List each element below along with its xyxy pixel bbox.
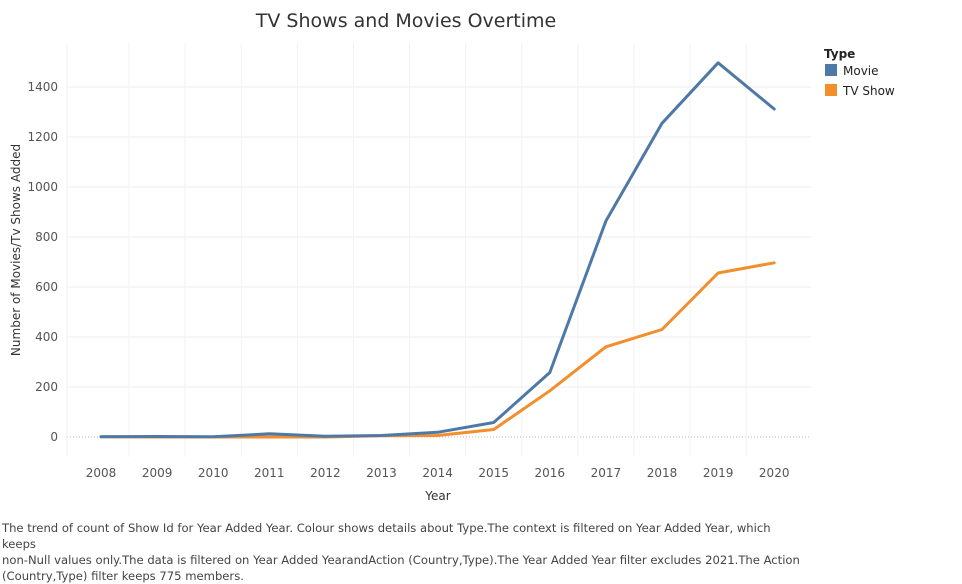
x-axis-title: Year	[424, 489, 450, 503]
x-tick-label: 2011	[254, 466, 285, 480]
caption-line-2: non-Null values only.The data is filtere…	[2, 553, 800, 567]
series-line-tv-show	[99, 261, 776, 439]
x-tick-label: 2015	[478, 466, 509, 480]
y-tick-label: 1400	[27, 80, 58, 94]
x-tick-label: 2008	[86, 466, 117, 480]
gridlines	[66, 43, 811, 457]
y-axis-ticks: 0 200 400 600 800 1000 1200 1400	[27, 80, 58, 444]
caption-line-3: (Country,Type) filter keeps 775 members.	[2, 569, 244, 583]
caption-line-1: The trend of count of Show Id for Year A…	[2, 521, 771, 551]
chart-title: TV Shows and Movies Overtime	[255, 10, 556, 32]
series-lines	[99, 61, 776, 439]
y-tick-label: 1000	[27, 180, 58, 194]
legend-label-movie: Movie	[843, 64, 879, 78]
legend-title: Type	[824, 47, 855, 61]
x-tick-label: 2017	[591, 466, 622, 480]
legend-swatch-movie	[825, 64, 837, 76]
legend-swatch-tv-show	[825, 84, 837, 96]
y-tick-label: 200	[35, 380, 58, 394]
x-tick-label: 2019	[703, 466, 734, 480]
x-tick-label: 2018	[647, 466, 678, 480]
series-line-movie	[99, 61, 776, 439]
y-tick-label: 1200	[27, 130, 58, 144]
x-tick-label: 2014	[422, 466, 453, 480]
legend-label-tv-show: TV Show	[842, 84, 895, 98]
x-tick-label: 2010	[198, 466, 229, 480]
y-tick-label: 400	[35, 330, 58, 344]
x-tick-label: 2016	[535, 466, 566, 480]
x-tick-label: 2013	[366, 466, 397, 480]
x-axis-ticks: 2008 2009 2010 2011 2012 2013 2014 2015 2016 2017…	[86, 466, 790, 480]
legend: Type Movie TV Show	[824, 47, 895, 98]
chart-caption: The trend of count of Show Id for Year A…	[2, 520, 802, 584]
x-tick-label: 2020	[759, 466, 790, 480]
y-tick-label: 0	[50, 430, 58, 444]
x-tick-label: 2012	[310, 466, 341, 480]
y-tick-label: 600	[35, 280, 58, 294]
y-tick-label: 800	[35, 230, 58, 244]
y-axis-title: Number of Movies/Tv Shows Added	[9, 144, 23, 356]
chart: TV Shows and Movies Overtime 0 200 400 600 8…	[9, 10, 895, 503]
x-tick-label: 2009	[142, 466, 173, 480]
